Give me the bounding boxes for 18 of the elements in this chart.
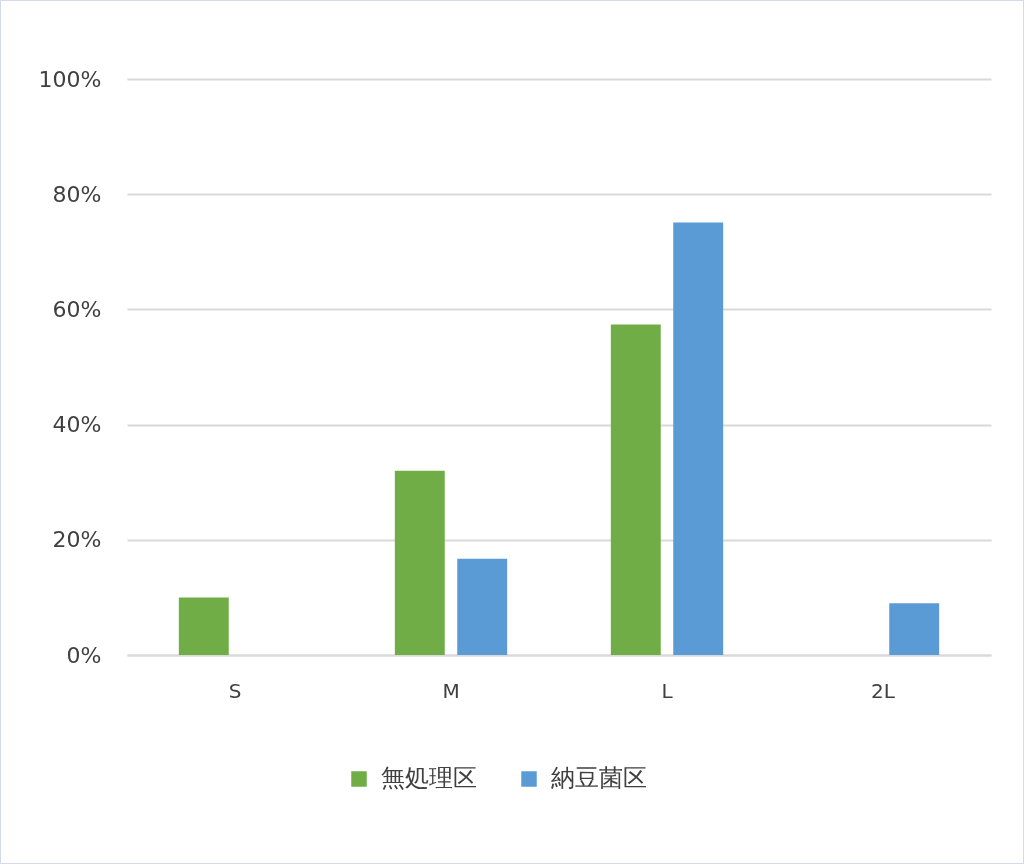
y-tick-label: 0%	[66, 642, 102, 668]
x-tick-label: M	[442, 678, 460, 703]
bar	[394, 470, 445, 655]
x-tick-label: S	[228, 678, 242, 703]
bar	[889, 603, 940, 655]
bar	[178, 597, 229, 655]
y-tick-label: 20%	[52, 527, 102, 553]
bar	[457, 558, 508, 655]
y-tick-label: 80%	[52, 181, 102, 207]
legend-label: 無処理区	[381, 764, 477, 792]
y-tick-label: 100%	[38, 66, 102, 92]
legend-label: 納豆菌区	[551, 764, 647, 792]
x-tick-label: L	[661, 678, 674, 703]
bar	[673, 222, 724, 655]
y-tick-label: 40%	[52, 412, 102, 438]
bar	[610, 324, 661, 655]
x-tick-label: 2L	[871, 678, 896, 703]
y-tick-label: 60%	[52, 296, 102, 322]
